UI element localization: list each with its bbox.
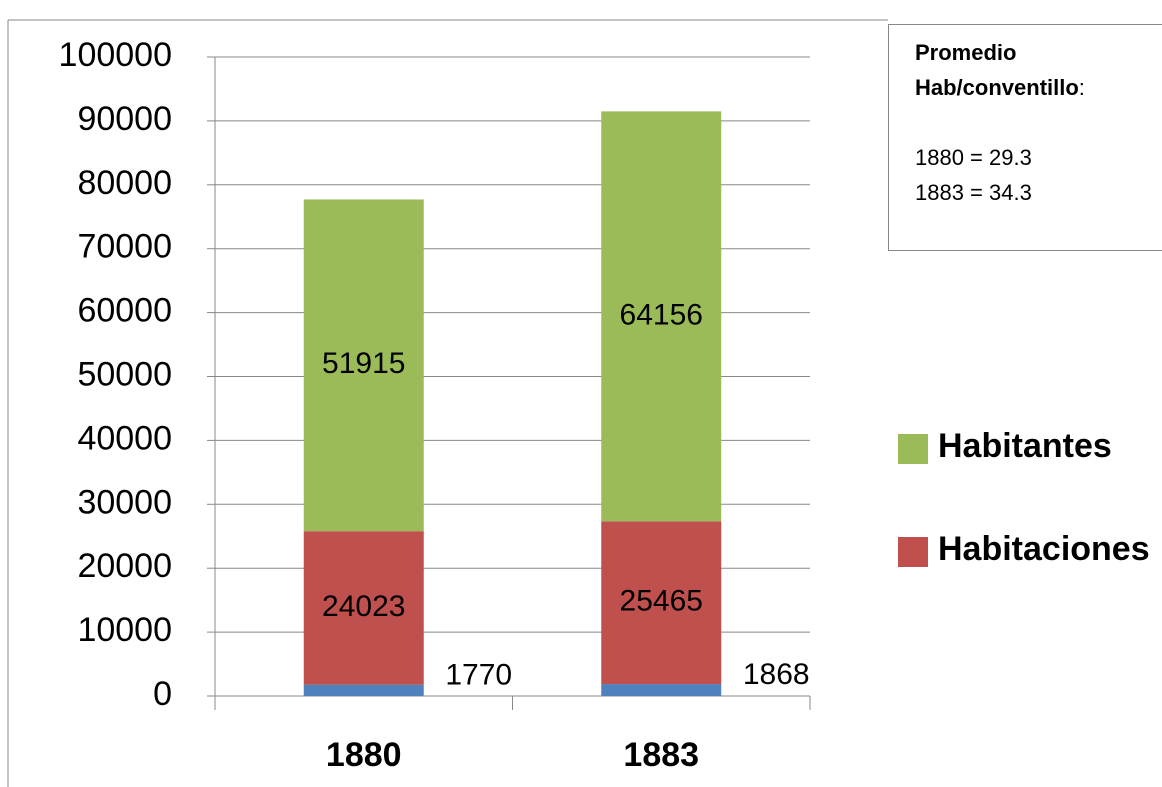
data-label: 1868 bbox=[743, 658, 810, 691]
legend-item: Habitantes bbox=[898, 427, 1162, 472]
legend-item: Habitaciones bbox=[898, 530, 1162, 575]
annotation-line: 1880 = 29.3 bbox=[915, 145, 1032, 170]
data-label: 51915 bbox=[322, 347, 405, 380]
annotation-box: Promedio Hab/conventillo: 1880 = 29.3 188… bbox=[888, 24, 1162, 251]
legend-label: Habitaciones bbox=[938, 530, 1150, 568]
y-tick-label: 90000 bbox=[77, 100, 172, 138]
data-label: 64156 bbox=[620, 298, 703, 331]
y-tick-label: 100000 bbox=[59, 36, 172, 74]
annotation-title: Promedio Hab/conventillo: bbox=[915, 35, 1162, 105]
legend-swatch bbox=[898, 434, 928, 464]
x-tick-label: 1883 bbox=[623, 736, 699, 774]
annotation-title: : bbox=[1078, 75, 1085, 100]
y-tick-label: 80000 bbox=[77, 164, 172, 202]
legend-swatch bbox=[898, 537, 928, 567]
y-tick-label: 20000 bbox=[77, 547, 172, 585]
x-tick-label: 1880 bbox=[326, 736, 402, 774]
data-label: 1770 bbox=[445, 659, 512, 692]
annotation-line: 1883 = 34.3 bbox=[915, 180, 1032, 205]
bar-segment bbox=[601, 521, 722, 685]
bar-segment bbox=[303, 199, 424, 532]
y-tick-label: 0 bbox=[153, 675, 172, 713]
annotation-title: Hab/conventillo bbox=[915, 75, 1079, 100]
y-tick-label: 10000 bbox=[77, 611, 172, 649]
annotation-title: Promedio bbox=[915, 40, 1017, 65]
y-tick-label: 50000 bbox=[77, 355, 172, 393]
data-label: 25465 bbox=[620, 585, 703, 618]
y-tick-label: 30000 bbox=[77, 483, 172, 521]
y-tick-label: 60000 bbox=[77, 292, 172, 330]
bar-segment bbox=[303, 531, 424, 685]
bar-segment bbox=[601, 111, 722, 522]
bar-segment bbox=[303, 684, 424, 696]
data-label: 24023 bbox=[322, 590, 405, 623]
y-tick-label: 70000 bbox=[77, 228, 172, 266]
legend-label: Habitantes bbox=[938, 427, 1112, 465]
bar-segment bbox=[601, 684, 722, 696]
y-tick-label: 40000 bbox=[77, 419, 172, 457]
